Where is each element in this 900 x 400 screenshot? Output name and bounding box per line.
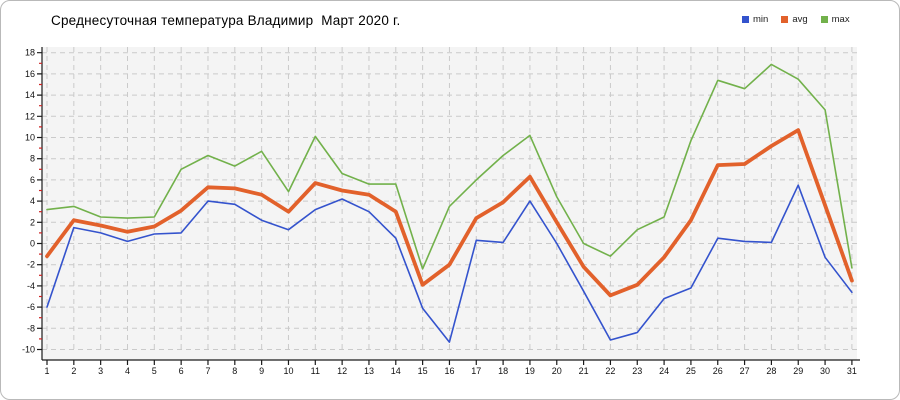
svg-text:27: 27 xyxy=(740,366,750,376)
y-axis-ticks xyxy=(37,52,42,351)
svg-text:14: 14 xyxy=(25,90,35,100)
max-series-swatch xyxy=(820,16,828,23)
svg-text:16: 16 xyxy=(444,366,454,376)
svg-text:24: 24 xyxy=(659,366,669,376)
svg-text:15: 15 xyxy=(418,366,428,376)
avg-series-line xyxy=(45,128,854,298)
svg-text:18: 18 xyxy=(498,366,508,376)
legend-label-avg: avg xyxy=(792,14,808,25)
svg-text:11: 11 xyxy=(311,366,320,376)
y-axis-minor-ticks xyxy=(39,62,42,340)
chart-title: Среднесуточная температура Владимир Март… xyxy=(51,13,401,28)
svg-text:21: 21 xyxy=(579,366,589,376)
min-series-swatch xyxy=(742,16,749,23)
svg-text:9: 9 xyxy=(259,366,264,376)
svg-text:31: 31 xyxy=(847,366,857,376)
min-series-line xyxy=(46,184,853,343)
svg-text:4: 4 xyxy=(30,196,35,206)
svg-text:26: 26 xyxy=(713,366,723,376)
legend-item-min[interactable]: min xyxy=(742,14,768,25)
max-series-line xyxy=(46,63,853,270)
svg-text:10: 10 xyxy=(283,366,293,376)
svg-text:2: 2 xyxy=(30,217,35,227)
svg-text:18: 18 xyxy=(25,48,35,58)
svg-text:20: 20 xyxy=(552,366,562,376)
axes xyxy=(41,47,860,361)
svg-text:16: 16 xyxy=(25,69,35,79)
y-axis-labels: -10 -8 -6 -4 -2 0 2 4 6 8 10 12 14 16 18 xyxy=(22,48,35,355)
svg-text:13: 13 xyxy=(364,366,374,376)
svg-text:-2: -2 xyxy=(27,260,35,270)
svg-text:12: 12 xyxy=(25,111,35,121)
svg-text:2: 2 xyxy=(71,366,76,376)
svg-text:19: 19 xyxy=(525,366,535,376)
svg-text:1: 1 xyxy=(44,366,49,376)
svg-text:-4: -4 xyxy=(27,281,35,291)
legend-item-max[interactable]: max xyxy=(820,14,850,25)
svg-text:-8: -8 xyxy=(27,323,35,333)
chart-legend: min avg max xyxy=(742,14,850,25)
svg-text:30: 30 xyxy=(820,366,830,376)
svg-text:17: 17 xyxy=(471,366,481,376)
svg-text:0: 0 xyxy=(30,239,35,249)
svg-text:-6: -6 xyxy=(27,302,35,312)
svg-text:14: 14 xyxy=(391,366,401,376)
svg-text:10: 10 xyxy=(25,133,35,143)
svg-text:6: 6 xyxy=(30,175,35,185)
svg-text:29: 29 xyxy=(793,366,803,376)
svg-text:25: 25 xyxy=(686,366,696,376)
svg-text:7: 7 xyxy=(205,366,210,376)
svg-text:22: 22 xyxy=(605,366,615,376)
svg-text:4: 4 xyxy=(125,366,130,376)
svg-text:12: 12 xyxy=(337,366,347,376)
svg-text:3: 3 xyxy=(98,366,103,376)
svg-text:-10: -10 xyxy=(22,345,35,355)
x-axis-ticks xyxy=(46,360,853,365)
legend-label-min: min xyxy=(753,14,769,25)
legend-item-avg[interactable]: avg xyxy=(781,14,808,25)
svg-text:8: 8 xyxy=(30,154,35,164)
svg-text:8: 8 xyxy=(232,366,237,376)
x-gridlines xyxy=(46,47,853,350)
svg-text:28: 28 xyxy=(766,366,776,376)
svg-text:23: 23 xyxy=(632,366,642,376)
avg-series-swatch xyxy=(781,16,789,23)
legend-label-max: max xyxy=(831,14,850,25)
y-gridlines xyxy=(42,52,857,350)
svg-text:5: 5 xyxy=(152,366,157,376)
x-axis-labels: 1 2 3 4 5 6 7 8 9 10 11 12 13 14 15 16 17 18 19 20 21 22 23 24 2… xyxy=(44,366,856,376)
svg-text:6: 6 xyxy=(179,366,184,376)
